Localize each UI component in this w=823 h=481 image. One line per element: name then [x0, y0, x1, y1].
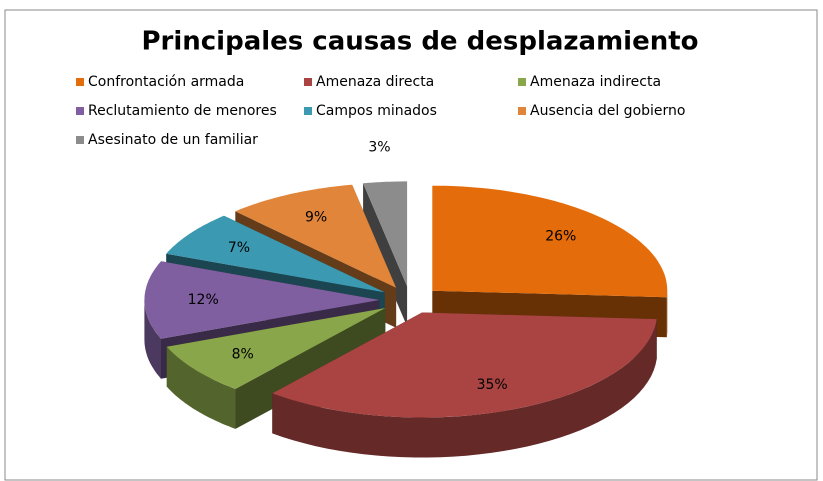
legend-label: Asesinato de un familiar — [88, 132, 258, 148]
legend-label: Amenaza indirecta — [530, 74, 661, 90]
legend-label: Amenaza directa — [316, 74, 434, 90]
legend-label: Reclutamiento de menores — [88, 103, 277, 119]
data-label: 35% — [477, 377, 508, 393]
legend-swatch — [304, 107, 312, 115]
legend-swatch — [76, 78, 84, 86]
slice-wall — [272, 319, 657, 458]
data-label: 7% — [228, 240, 250, 256]
data-label: 8% — [232, 346, 254, 362]
slice-top — [363, 181, 408, 287]
legend-label: Campos minados — [316, 103, 437, 119]
slice — [272, 312, 657, 458]
slice-top — [272, 312, 657, 418]
chart-title: Principales causas de desplazamiento — [141, 27, 698, 57]
slice-top — [432, 185, 668, 298]
slice-wall — [166, 346, 236, 429]
slice-top — [166, 308, 386, 389]
slice-top — [235, 184, 397, 288]
data-label: 26% — [545, 229, 576, 245]
legend-swatch — [518, 107, 526, 115]
legend-swatch — [304, 78, 312, 86]
slice-wall — [144, 300, 161, 379]
data-label: 12% — [188, 292, 219, 308]
legend-swatch — [76, 136, 84, 144]
data-label: 9% — [305, 210, 327, 226]
slice-wall — [666, 290, 668, 338]
slice-top — [166, 215, 385, 293]
legend-label: Ausencia del gobierno — [530, 103, 685, 119]
data-label: 3% — [368, 140, 390, 156]
legend-swatch — [76, 107, 84, 115]
legend-swatch — [518, 78, 526, 86]
slice-top — [144, 261, 380, 339]
legend-label: Confrontación armada — [88, 74, 244, 90]
